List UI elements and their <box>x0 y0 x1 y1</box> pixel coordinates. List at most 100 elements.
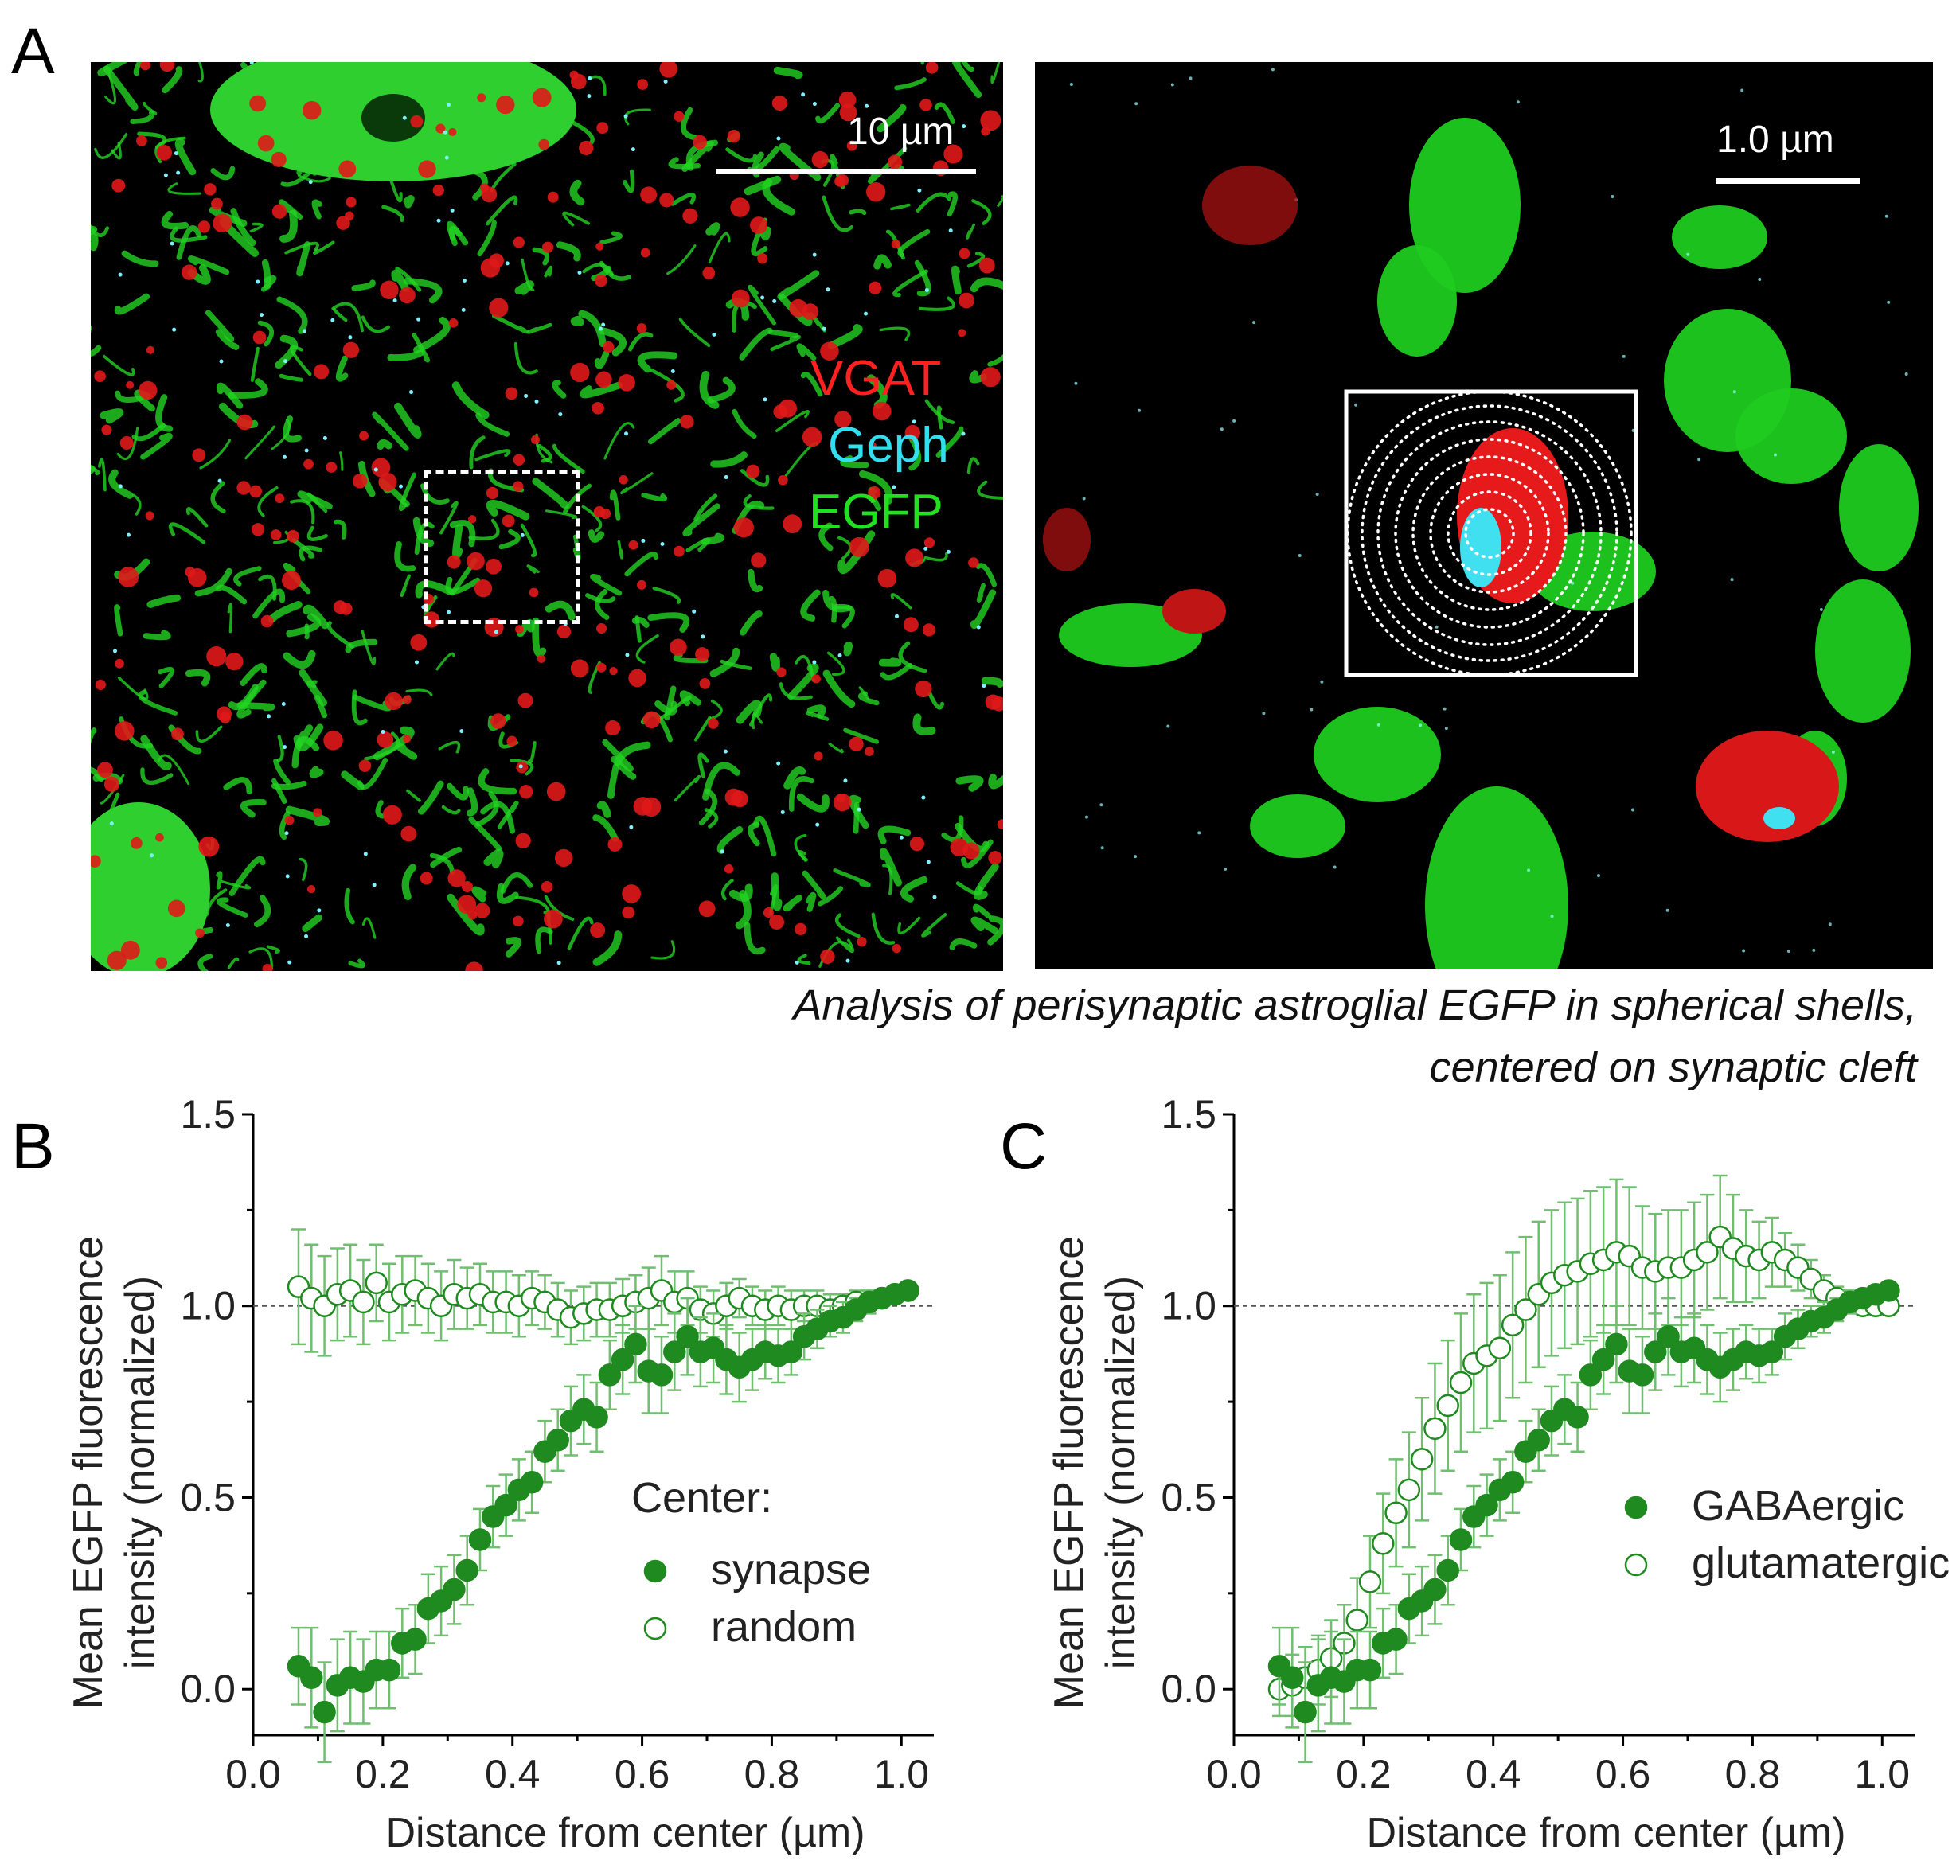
channel-label-vgat: VGAT <box>810 351 942 406</box>
data-point <box>598 1363 622 1387</box>
data-point <box>520 1470 544 1494</box>
data-point <box>300 1666 323 1690</box>
data-point <box>1579 1363 1603 1387</box>
data-point <box>313 1700 336 1724</box>
data-point <box>676 1325 699 1348</box>
x-tick-label: 0.2 <box>1336 1752 1392 1796</box>
micrograph-zoom: 1.0 µm <box>1035 62 1933 969</box>
legend-marker <box>643 1559 667 1583</box>
legend-label: synapse <box>711 1546 871 1593</box>
spherical-shells <box>1346 390 1633 677</box>
y-tick-label: 1.5 <box>180 1098 236 1137</box>
data-point <box>1384 1628 1408 1651</box>
data-point <box>1449 1528 1473 1551</box>
data-point <box>1449 1371 1473 1394</box>
panel-c-letter: C <box>1000 1110 1048 1183</box>
x-tick-label: 0.2 <box>355 1752 411 1796</box>
micrograph-zoom-image <box>1043 68 1919 969</box>
data-point <box>1384 1501 1408 1524</box>
scale-bar-left <box>716 169 976 174</box>
data-point <box>1423 1417 1447 1441</box>
data-point <box>455 1558 478 1582</box>
series-glutamatergic <box>1267 1174 1900 1718</box>
data-point <box>1372 1532 1395 1555</box>
data-point <box>1501 1313 1525 1337</box>
data-point <box>404 1628 427 1651</box>
data-point <box>1566 1406 1589 1429</box>
x-tick-label: 0.4 <box>1466 1752 1521 1796</box>
scale-bar-right <box>1716 178 1860 184</box>
data-point <box>1423 1578 1447 1601</box>
data-point <box>1488 1336 1512 1359</box>
data-point <box>352 1290 375 1314</box>
vgat-puncta <box>91 62 1003 971</box>
data-point <box>1514 1298 1537 1321</box>
data-point <box>377 1658 401 1682</box>
y-axis-label-line1: Mean EGFP fluorescence <box>1046 1236 1092 1709</box>
data-point <box>1501 1470 1525 1494</box>
scale-bar-label-right: 1.0 µm <box>1716 119 1834 161</box>
data-point <box>1630 1363 1654 1387</box>
data-point <box>663 1340 686 1363</box>
data-point <box>1436 1558 1459 1582</box>
series-GABAergic <box>1267 1279 1900 1763</box>
data-point <box>896 1279 919 1302</box>
micrograph-overview: 10 µm VGAT Geph EGFP <box>91 62 1003 971</box>
data-point <box>1760 1340 1784 1363</box>
data-point <box>1345 1609 1368 1632</box>
x-tick-label: 1.0 <box>874 1752 930 1796</box>
channel-label-geph: Geph <box>828 418 949 473</box>
data-point <box>546 1429 569 1452</box>
y-tick-label: 1.0 <box>180 1284 236 1328</box>
data-point <box>650 1363 674 1387</box>
caption-line-1: Analysis of perisynaptic astroglial EGFP… <box>793 981 1917 1029</box>
data-point <box>1397 1478 1421 1502</box>
data-point <box>1436 1394 1459 1418</box>
y-tick-label: 1.5 <box>1161 1098 1216 1137</box>
data-point <box>1294 1700 1317 1724</box>
legend: Center: synapse random <box>631 1474 871 1651</box>
micrograph-overview-image <box>91 62 1003 971</box>
channel-label-egfp: EGFP <box>809 485 943 540</box>
data-point <box>1527 1429 1550 1452</box>
panel-b-letter: B <box>11 1110 55 1183</box>
x-tick-label: 0.0 <box>1206 1752 1262 1796</box>
data-point <box>468 1528 492 1551</box>
data-point <box>1410 1448 1434 1471</box>
x-tick-label: 1.0 <box>1855 1752 1911 1796</box>
y-tick-label: 0.5 <box>180 1475 236 1519</box>
geph-puncta <box>109 62 986 965</box>
data-point <box>1605 1332 1628 1356</box>
legend-marker <box>1624 1496 1648 1519</box>
legend-marker <box>643 1617 667 1640</box>
data-point <box>624 1332 647 1356</box>
x-axis-label: Distance from center (µm) <box>1366 1810 1845 1856</box>
y-tick-label: 0.5 <box>1161 1475 1216 1519</box>
legend-label: glutamatergic <box>1692 1539 1950 1587</box>
legend-label: GABAergic <box>1692 1482 1904 1530</box>
x-tick-label: 0.8 <box>744 1752 800 1796</box>
y-axis-label-line1: Mean EGFP fluorescence <box>65 1236 111 1709</box>
data-point <box>1696 1241 1719 1264</box>
data-point <box>1657 1325 1680 1348</box>
data-point <box>1281 1666 1304 1690</box>
astrocyte-texture <box>91 62 1003 971</box>
legend: GABAergic glutamatergic <box>1624 1482 1950 1587</box>
x-tick-label: 0.6 <box>615 1752 670 1796</box>
data-point <box>1877 1279 1900 1302</box>
x-tick-label: 0.6 <box>1595 1752 1651 1796</box>
y-axis-label-line2: intensity (normalized) <box>117 1276 163 1669</box>
legend-label: random <box>711 1603 857 1651</box>
data-point <box>779 1340 803 1363</box>
y-tick-label: 0.0 <box>1161 1667 1216 1711</box>
x-axis-label: Distance from center (µm) <box>385 1810 865 1856</box>
y-tick-label: 1.0 <box>1161 1284 1216 1328</box>
y-tick-label: 0.0 <box>180 1667 236 1711</box>
zoom-region-box <box>424 470 580 624</box>
panel-a-letter: A <box>11 15 55 88</box>
data-point <box>1475 1493 1498 1517</box>
legend-title: Center: <box>631 1474 772 1522</box>
data-point <box>611 1348 634 1371</box>
